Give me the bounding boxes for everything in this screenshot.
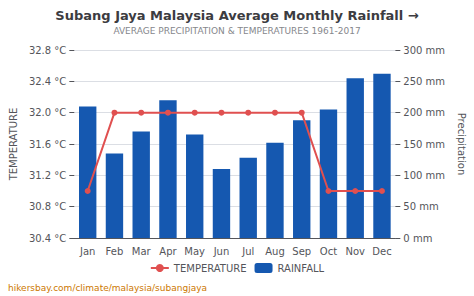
svg-text:Feb: Feb [106,246,124,257]
svg-text:Jul: Jul [241,246,254,257]
svg-text:200 mm: 200 mm [403,107,445,118]
svg-text:Apr: Apr [159,246,177,257]
svg-text:Subang Jaya Malaysia Average M: Subang Jaya Malaysia Average Monthly Rai… [55,8,418,23]
svg-text:AVERAGE PRECIPITATION & TEMPER: AVERAGE PRECIPITATION & TEMPERATURES 196… [113,26,360,36]
svg-text:Mar: Mar [132,246,152,257]
svg-text:250 mm: 250 mm [403,76,445,87]
svg-text:Nov: Nov [345,246,365,257]
svg-text:150 mm: 150 mm [403,139,445,150]
svg-text:32.8 °C: 32.8 °C [29,45,66,56]
svg-text:31.2 °C: 31.2 °C [29,170,66,181]
svg-text:Dec: Dec [372,246,391,257]
svg-text:Precipitation: Precipitation [456,113,467,176]
svg-text:300 mm: 300 mm [403,45,445,56]
svg-text:RAINFALL: RAINFALL [278,263,325,274]
svg-text:30.8 °C: 30.8 °C [29,201,66,212]
svg-text:30.4 °C: 30.4 °C [29,233,66,244]
svg-text:31.6 °C: 31.6 °C [29,139,66,150]
svg-text:Oct: Oct [320,246,337,257]
svg-text:Aug: Aug [265,246,285,257]
svg-text:0 mm: 0 mm [403,233,432,244]
svg-text:May: May [184,246,205,257]
svg-text:TEMPERATURE: TEMPERATURE [173,263,247,274]
svg-text:TEMPERATURE: TEMPERATURE [8,108,19,182]
svg-text:hikersbay.com/climate/malaysia: hikersbay.com/climate/malaysia/subangjay… [8,283,207,293]
svg-text:100 mm: 100 mm [403,170,445,181]
svg-text:50 mm: 50 mm [403,201,438,212]
svg-text:32.4 °C: 32.4 °C [29,76,66,87]
svg-text:32.0 °C: 32.0 °C [29,107,66,118]
svg-text:Jun: Jun [213,246,230,257]
svg-text:Jan: Jan [79,246,95,257]
svg-text:Sep: Sep [292,246,311,257]
